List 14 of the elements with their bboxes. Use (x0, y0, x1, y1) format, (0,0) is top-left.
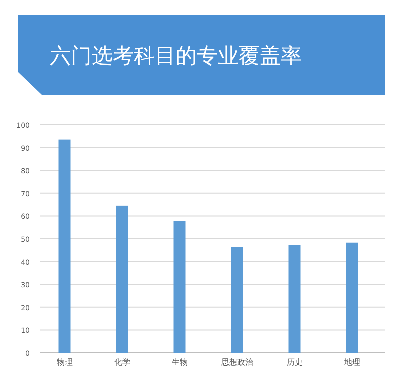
chart-title: 六门选考科目的专业覆盖率 (50, 44, 302, 68)
x-tick-label: 物理 (56, 358, 73, 367)
bar (174, 221, 186, 353)
x-tick-label: 思想政治 (220, 358, 254, 367)
bar (116, 206, 128, 353)
bar (58, 140, 71, 353)
bar (288, 245, 301, 353)
bar (231, 247, 244, 353)
x-tick-label: 历史 (286, 358, 303, 367)
x-tick-label: 生物 (172, 358, 188, 367)
bar (346, 242, 358, 353)
banner: 六门选考科目的专业覆盖率 (18, 15, 385, 95)
x-tick-label: 化学 (114, 358, 130, 367)
x-tick-label: 地理 (343, 358, 360, 367)
